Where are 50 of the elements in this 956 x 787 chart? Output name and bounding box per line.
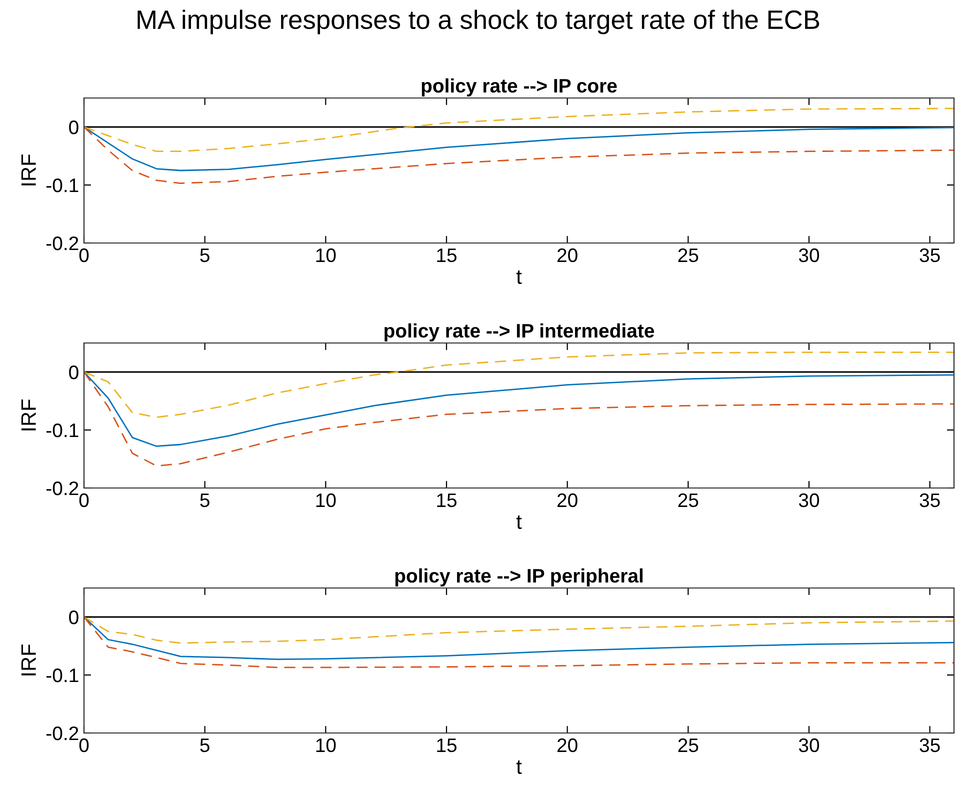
line-series [84, 352, 954, 418]
x-tick-label: 30 [798, 738, 820, 752]
chart-title: policy rate --> IP intermediate [384, 323, 654, 342]
x-tick-label: 0 [79, 248, 89, 262]
chart-title: policy rate --> IP peripheral [395, 568, 643, 586]
line-series [84, 371, 954, 447]
x-tick-label: 10 [316, 493, 336, 508]
y-tick-label: -0.2 [46, 726, 78, 740]
x-tick-label: 25 [678, 493, 698, 508]
x-tick-label: 25 [678, 738, 698, 752]
x-tick-label: 15 [437, 248, 456, 262]
x-tick-label: 10 [316, 738, 336, 752]
x-tick-label: 35 [920, 493, 940, 508]
x-tick-label: 20 [558, 248, 578, 262]
x-tick-label: 0 [79, 738, 89, 752]
chart-title: policy rate --> IP core [422, 78, 617, 96]
y-axis-title: IRF [21, 400, 36, 430]
y-axis-title: IRF [21, 644, 36, 676]
x-tick-label: 5 [200, 494, 210, 508]
x-tick-label: 10 [316, 248, 336, 262]
x-axis-title: t [516, 760, 522, 774]
line-series [84, 371, 954, 467]
y-tick-label: 0 [69, 610, 78, 624]
x-tick-label: 20 [558, 738, 578, 752]
line-series [84, 126, 954, 184]
x-tick-label: 5 [200, 248, 210, 262]
line-series [84, 616, 954, 644]
line-series [84, 108, 954, 152]
x-tick-label: 25 [678, 248, 698, 262]
x-tick-label: 20 [558, 493, 578, 508]
y-tick-label: -0.2 [46, 481, 78, 496]
y-tick-label: 0 [69, 120, 78, 134]
x-tick-label: 35 [920, 738, 940, 752]
x-axis-title: t [516, 270, 522, 284]
x-tick-label: 30 [798, 493, 820, 508]
y-tick-label: -0.1 [46, 423, 78, 438]
x-tick-label: 5 [200, 738, 210, 752]
x-tick-label: 30 [798, 248, 820, 262]
y-axis-title: IRF [21, 154, 36, 186]
x-tick-label: 35 [920, 248, 940, 262]
x-tick-label: 0 [79, 493, 89, 508]
y-tick-label: 0 [69, 365, 78, 380]
y-tick-label: -0.1 [46, 178, 78, 192]
line-series [84, 616, 954, 668]
x-tick-label: 15 [437, 494, 456, 508]
y-tick-label: -0.1 [46, 668, 78, 682]
x-tick-label: 15 [437, 738, 456, 752]
text: MA impulse responses to a shock to target rate of the ECB [138, 10, 820, 34]
y-tick-label: -0.2 [46, 236, 78, 250]
x-axis-title: t [516, 515, 522, 530]
